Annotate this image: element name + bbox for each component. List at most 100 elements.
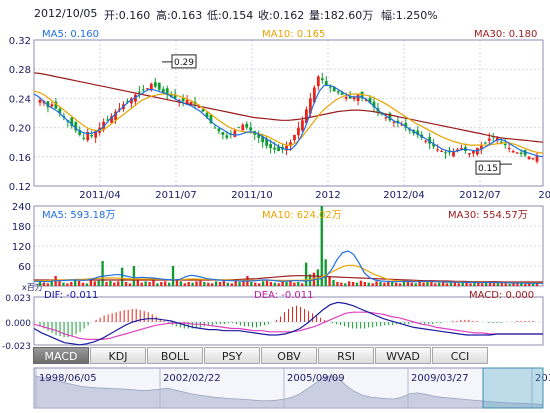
volume-bar [38, 282, 42, 286]
candle-body [233, 130, 237, 137]
candle-body [138, 91, 141, 93]
candle-body [487, 138, 491, 141]
candle-body [273, 147, 276, 150]
macd-tick-label: -0.023 [2, 342, 31, 352]
volume-bar [304, 262, 308, 286]
quote-change: 幅:1.250% [381, 9, 438, 22]
candle-body [531, 158, 535, 160]
candle-body [54, 101, 58, 109]
candle-body [161, 88, 165, 93]
volume-bar [340, 282, 343, 286]
volume-bar [167, 282, 171, 286]
macd-dif-line [33, 301, 543, 346]
volume-bar [66, 283, 69, 286]
volume-bar [109, 281, 112, 286]
volume-bar [160, 282, 163, 286]
candle-body [416, 130, 420, 135]
quote-open: 开:0.160 [104, 9, 151, 22]
price-tick-label: 0.20 [9, 124, 31, 135]
candle-body [388, 113, 392, 121]
volume-bar [336, 282, 339, 286]
candle-body [237, 127, 241, 129]
low-label: 0.15 [478, 164, 498, 174]
volume-bar [379, 282, 382, 286]
candle-body [328, 86, 332, 88]
candle-body [400, 124, 404, 126]
volume-bar [434, 283, 437, 286]
volume-bar [469, 283, 472, 286]
volume-bar [488, 282, 492, 286]
candle-body [86, 131, 90, 141]
volume-bar [355, 282, 359, 286]
volume-bar [285, 282, 288, 286]
macd-dea-line [33, 311, 543, 340]
price-legend-ma30: MA30: 0.180 [474, 29, 537, 40]
candle-body [468, 153, 471, 155]
volume-bar [465, 282, 468, 286]
candle-body [126, 101, 129, 103]
candle-body [507, 148, 511, 150]
date-tick-label: 2011/10 [231, 190, 273, 201]
volume-tick-label: 60 [18, 262, 31, 273]
candle-body [324, 81, 328, 86]
volume-bar [70, 282, 73, 286]
volume-bar [62, 282, 65, 286]
volume-bar [101, 261, 104, 286]
tab-wvad[interactable]: WVAD [375, 347, 431, 364]
volume-legend-ma10: MA10: 624.02万 [262, 210, 342, 221]
tab-cci[interactable]: CCI [432, 347, 488, 364]
candle-body [225, 135, 229, 138]
candle-body [527, 156, 531, 160]
candle-body [130, 98, 133, 104]
volume-bar [58, 280, 61, 286]
volume-bar [297, 282, 300, 286]
tab-obv[interactable]: OBV [261, 347, 317, 364]
candle-body [110, 115, 113, 123]
date-tick-label: 2012 [315, 190, 340, 201]
date-tick-label: 2012/07 [459, 190, 501, 201]
candle-body [340, 92, 344, 95]
macd-legend-macd: MACD: 0.000 [469, 290, 534, 301]
candle-body [94, 130, 98, 138]
tab-psy[interactable]: PSY [204, 347, 260, 364]
candle-body [368, 97, 372, 103]
candle-body [149, 83, 153, 90]
volume-bar [164, 281, 167, 286]
candle-body [312, 87, 316, 103]
volume-bar [535, 283, 539, 286]
volume-bar [445, 283, 449, 286]
volume-bar [524, 284, 527, 286]
tab-macd[interactable]: MACD [33, 347, 89, 364]
tab-rsi[interactable]: RSI [318, 347, 374, 364]
volume-bar [512, 283, 515, 286]
volume-bar [203, 282, 206, 286]
candle-body [511, 150, 515, 153]
candle-body [38, 99, 42, 103]
candle-body [106, 119, 109, 121]
price-panel-frame [33, 39, 544, 187]
price-legend-ma5: MA5: 0.160 [42, 29, 99, 40]
navigator-date-label: 2002/02/22 [163, 373, 221, 384]
volume-bar [93, 281, 96, 286]
candle-body [197, 107, 201, 109]
candle-body [217, 128, 221, 132]
navigator-date-label: 1998/06/05 [39, 373, 97, 384]
price-tick-label: 0.16 [9, 153, 31, 164]
volume-bar [520, 283, 523, 286]
volume-bar [418, 282, 421, 286]
volume-bar [195, 281, 198, 286]
volume-bar [175, 280, 179, 286]
tab-kdj[interactable]: KDJ [90, 347, 146, 364]
candle-body [440, 150, 443, 152]
candle-body [134, 94, 137, 102]
date-tick-label: 2011/04 [79, 190, 121, 201]
volume-bar [438, 282, 441, 286]
quote-high: 高:0.163 [156, 9, 203, 22]
volume-bar [453, 282, 457, 286]
tab-boll[interactable]: BOLL [147, 347, 203, 364]
volume-panel-frame [33, 205, 544, 287]
navigator-selection[interactable] [482, 367, 544, 409]
candle-body [499, 141, 503, 143]
volume-bar [250, 282, 253, 286]
